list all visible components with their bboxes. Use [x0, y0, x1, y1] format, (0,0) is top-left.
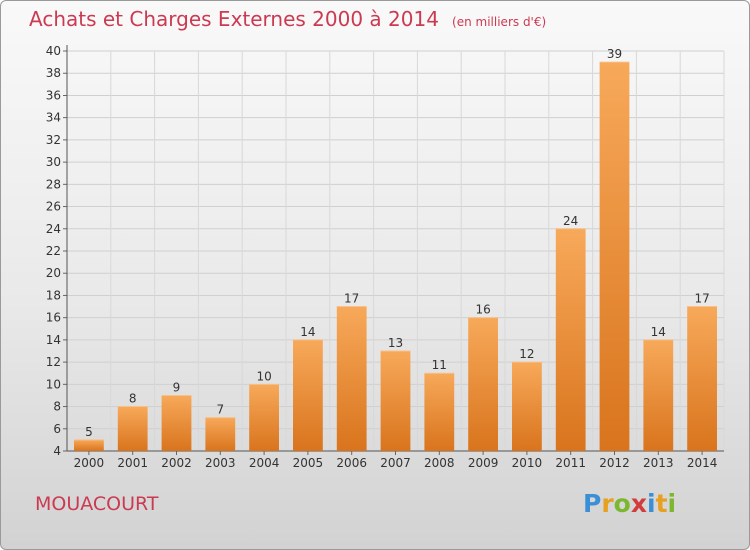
x-tick-label: 2010 — [512, 456, 543, 470]
x-tick-label: 2000 — [74, 456, 105, 470]
x-tick-label: 2014 — [687, 456, 718, 470]
bar — [468, 317, 498, 451]
y-tick-label: 28 — [46, 177, 61, 191]
data-label: 12 — [519, 347, 534, 361]
data-label: 8 — [129, 392, 137, 406]
y-tick-label: 10 — [46, 377, 61, 391]
bar — [117, 406, 148, 451]
bar — [687, 306, 717, 451]
data-label: 13 — [388, 336, 403, 350]
bar — [161, 395, 192, 451]
chart-title-text: Achats et Charges Externes 2000 à 2014 — [29, 7, 439, 31]
x-tick-label: 2002 — [161, 456, 192, 470]
x-tick-label: 2004 — [249, 456, 280, 470]
proxiti-logo: Proxiti — [583, 489, 676, 518]
data-labels: 5 8 9 7 10 14 17 13 11 16 12 24 39 14 17 — [85, 47, 710, 439]
logo-letter: i — [667, 489, 677, 518]
y-tick-label: 36 — [46, 88, 61, 102]
bar — [555, 228, 586, 451]
x-tick-label: 2001 — [117, 456, 148, 470]
y-tick-label: 38 — [46, 66, 61, 80]
data-label: 5 — [85, 425, 93, 439]
data-label: 39 — [607, 47, 622, 61]
bar — [336, 306, 367, 451]
logo-letter: r — [601, 489, 614, 518]
x-tick-label: 2005 — [293, 456, 324, 470]
x-tick-label: 2013 — [643, 456, 674, 470]
bars — [74, 61, 717, 451]
bar — [293, 339, 323, 451]
x-tick-label: 2003 — [205, 456, 236, 470]
y-tick-label: 8 — [53, 400, 61, 414]
bar — [205, 417, 236, 451]
y-tick-label: 6 — [53, 422, 61, 436]
logo-letter: i — [647, 489, 656, 518]
data-label: 17 — [344, 292, 359, 306]
y-tick-label: 24 — [46, 222, 61, 236]
x-tick-label: 2007 — [380, 456, 411, 470]
y-tick-label: 16 — [46, 311, 61, 325]
bar — [512, 362, 542, 451]
y-tick-label: 26 — [46, 200, 61, 214]
y-tick-label: 32 — [46, 133, 61, 147]
bar — [249, 384, 279, 451]
data-label: 7 — [216, 403, 224, 417]
chart-subtitle: (en milliers d'€) — [452, 15, 547, 29]
y-tick-label: 4 — [53, 444, 61, 458]
bar — [380, 351, 411, 451]
data-label: 14 — [300, 325, 315, 339]
x-tick-label: 2011 — [555, 456, 586, 470]
x-tick-label: 2006 — [336, 456, 367, 470]
x-tick-label: 2012 — [599, 456, 630, 470]
commune-name: MOUACOURT — [35, 493, 159, 515]
y-tick-label: 12 — [46, 355, 61, 369]
data-label: 16 — [475, 303, 490, 317]
logo-letter: t — [655, 489, 668, 518]
y-tick-label: 40 — [46, 44, 61, 58]
y-tick-label: 18 — [46, 288, 61, 302]
y-tick-label: 20 — [46, 266, 61, 280]
data-label: 10 — [256, 369, 271, 383]
y-tick-label: 34 — [46, 111, 61, 125]
bar — [599, 62, 630, 451]
logo-letter: o — [613, 489, 631, 518]
y-tick-label: 30 — [46, 155, 61, 169]
data-label: 24 — [563, 214, 578, 228]
x-tick-label: 2009 — [468, 456, 499, 470]
chart-title: Achats et Charges Externes 2000 à 2014 (… — [29, 7, 546, 31]
bar — [643, 339, 674, 451]
logo-letter: x — [630, 489, 647, 518]
data-label: 14 — [651, 325, 666, 339]
y-tick-label: 22 — [46, 244, 61, 258]
data-label: 9 — [173, 380, 181, 394]
logo-letter: P — [583, 489, 602, 518]
x-tick-label: 2008 — [424, 456, 455, 470]
bar — [74, 439, 104, 451]
bar — [424, 373, 455, 451]
y-tick-label: 14 — [46, 333, 61, 347]
data-label: 11 — [432, 358, 447, 372]
data-label: 17 — [694, 292, 709, 306]
